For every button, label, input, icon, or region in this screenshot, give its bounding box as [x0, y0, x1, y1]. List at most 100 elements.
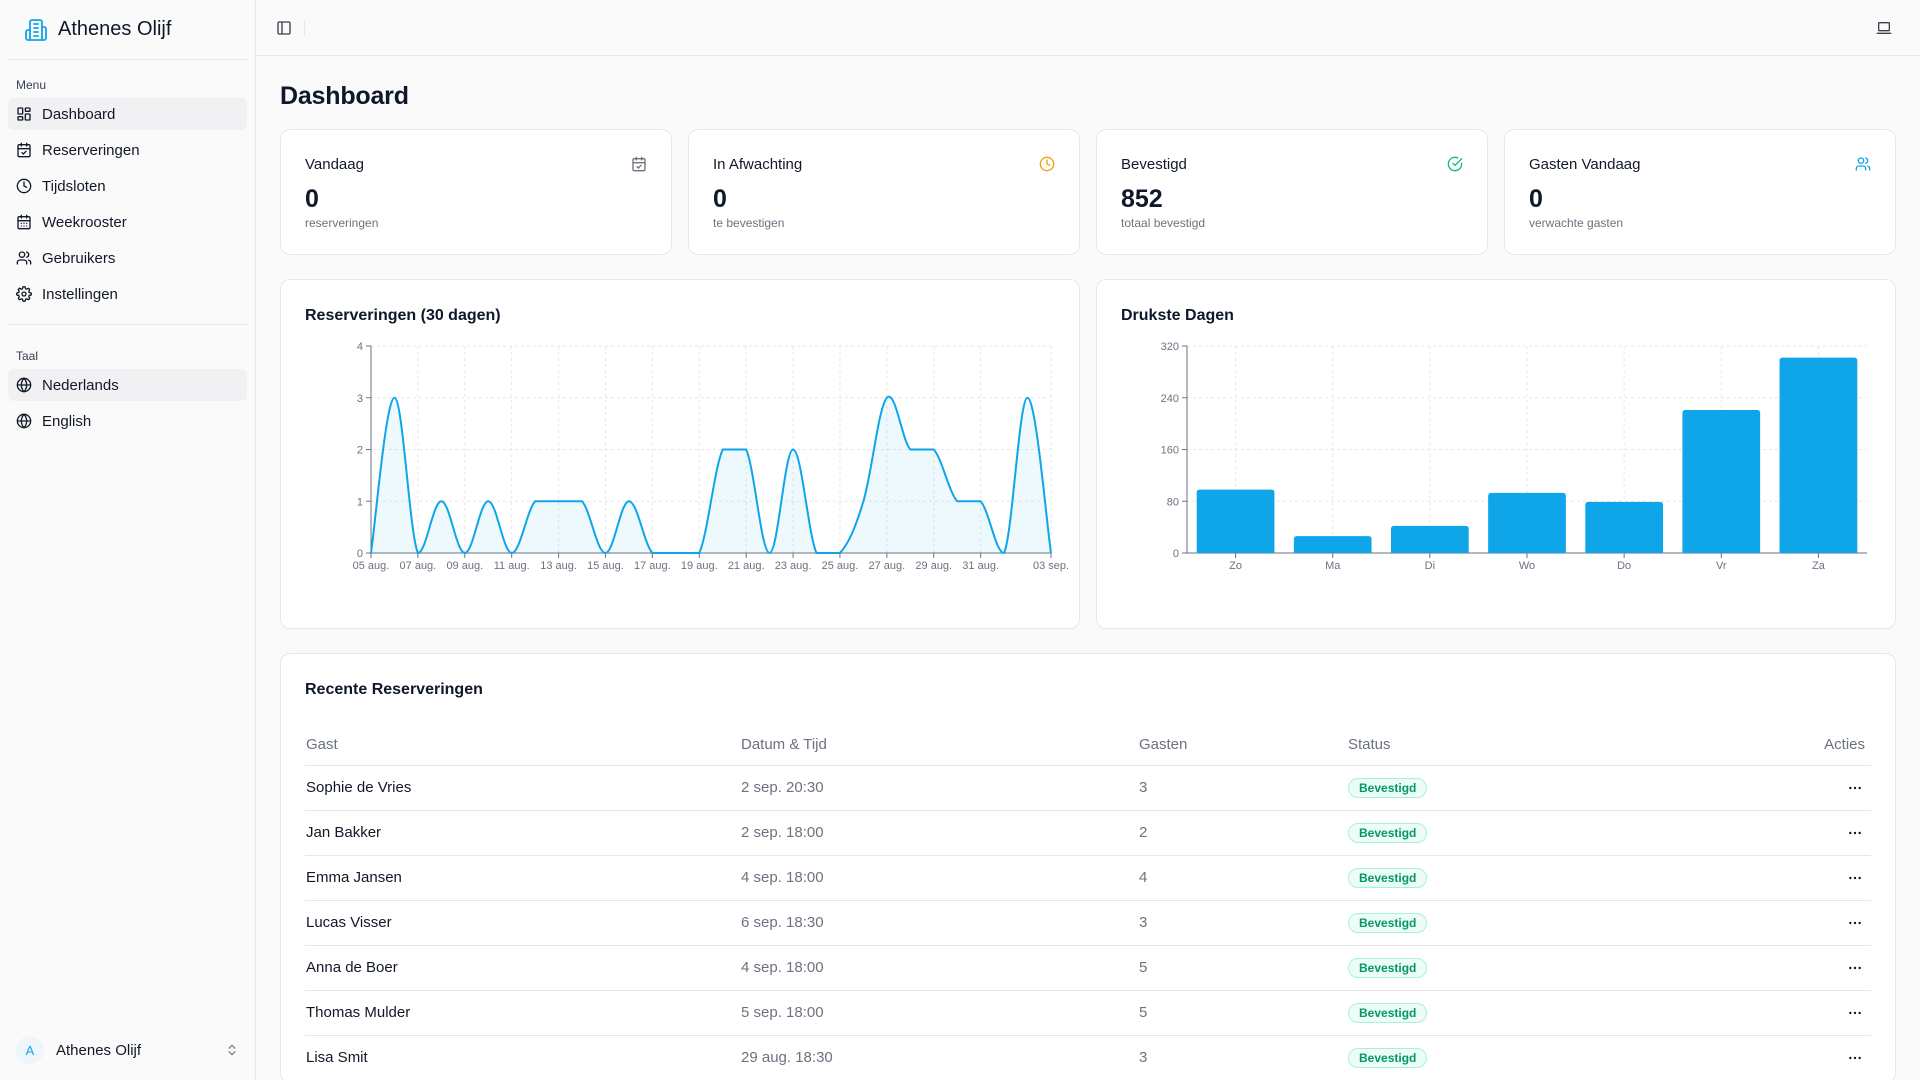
sidebar-item-dashboard[interactable]: Dashboard	[8, 98, 247, 130]
table-row[interactable]: Thomas Mulder 5 sep. 18:00 5 Bevestigd	[305, 990, 1871, 1036]
app-name: Athenes Olijf	[58, 18, 172, 40]
guest-name: Thomas Mulder	[305, 990, 740, 1036]
stats-row: Vandaag 0 reserveringen In Afwachting 0 …	[280, 129, 1896, 255]
check-circle-icon	[1447, 156, 1463, 172]
column-header-status: Status	[1347, 725, 1676, 766]
status-badge: Bevestigd	[1348, 1047, 1428, 1068]
status-cell: Bevestigd	[1347, 810, 1676, 856]
sidebar-divider	[8, 324, 247, 325]
bar	[1488, 492, 1566, 553]
busiest-days-chart-card: Drukste Dagen 0 80 160 240 320 Zo Ma Di Wo Do Vr Za	[1096, 279, 1896, 629]
x-tick-label: 19 aug.	[681, 560, 718, 572]
main-content: Dashboard Vandaag 0 reserveringen In Afw…	[256, 56, 1920, 1080]
bar	[1196, 489, 1275, 553]
busiest-days-bar-chart: 0 80 160 240 320 Zo Ma Di Wo Do Vr Za	[1161, 341, 1867, 572]
table-row[interactable]: Jan Bakker 2 sep. 18:00 2 Bevestigd	[305, 810, 1871, 856]
x-tick-label: Do	[1617, 560, 1631, 572]
y-tick-label: 80	[1167, 496, 1179, 508]
column-header-gasten: Gasten	[1138, 725, 1347, 766]
status-cell: Bevestigd	[1347, 990, 1676, 1036]
brand[interactable]: Athenes Olijf	[8, 0, 247, 60]
bar	[1293, 536, 1372, 553]
more-horizontal-icon[interactable]	[1847, 960, 1863, 976]
recent-reservations-card: Recente Reserveringen Gast Datum & Tijd …	[280, 653, 1896, 1080]
reservation-datetime: 5 sep. 18:00	[740, 990, 1138, 1036]
sidebar-item-tijdsloten[interactable]: Tijdsloten	[8, 170, 247, 202]
guest-name: Lisa Smit	[305, 1035, 740, 1080]
language-label: Taal	[16, 349, 39, 363]
stat-title: In Afwachting	[713, 156, 803, 173]
calendar-check-icon	[631, 156, 647, 172]
stat-title: Bevestigd	[1121, 156, 1187, 173]
x-tick-label: 05 aug.	[353, 560, 390, 572]
stat-value: 0	[713, 185, 727, 213]
reservation-datetime: 4 sep. 18:00	[740, 855, 1138, 901]
guest-count: 2	[1138, 810, 1347, 856]
stat-title: Gasten Vandaag	[1529, 156, 1641, 173]
x-tick-label: Ma	[1325, 560, 1341, 572]
sidebar-item-instellingen[interactable]: Instellingen	[8, 278, 247, 310]
stat-card-bevestigd: Bevestigd 852 totaal bevestigd	[1096, 129, 1488, 255]
sidebar: Athenes Olijf Menu Dashboard Reservering…	[0, 0, 256, 1080]
x-tick-label: 31 aug.	[962, 560, 999, 572]
y-tick-label: 4	[357, 341, 363, 353]
bar	[1585, 501, 1663, 553]
page-title: Dashboard	[280, 82, 409, 110]
sidebar-toggle-icon[interactable]	[276, 20, 292, 36]
x-tick-label: 27 aug.	[869, 560, 906, 572]
status-badge: Bevestigd	[1348, 912, 1428, 933]
sidebar-item-label: Gebruikers	[42, 249, 116, 267]
reservation-datetime: 6 sep. 18:30	[740, 900, 1138, 946]
guest-count: 5	[1138, 990, 1347, 1036]
sidebar-item-label: Reserveringen	[42, 141, 140, 159]
table-row[interactable]: Lisa Smit 29 aug. 18:30 3 Bevestigd	[305, 1035, 1871, 1080]
more-horizontal-icon[interactable]	[1847, 870, 1863, 886]
table-row[interactable]: Lucas Visser 6 sep. 18:30 3 Bevestigd	[305, 900, 1871, 946]
user-menu[interactable]: A Athenes Olijf	[8, 1030, 247, 1070]
x-tick-label: 23 aug.	[775, 560, 812, 572]
stat-subtitle: te bevestigen	[713, 216, 785, 230]
table-row[interactable]: Emma Jansen 4 sep. 18:00 4 Bevestigd	[305, 855, 1871, 901]
globe-icon	[16, 413, 32, 429]
sidebar-item-weekrooster[interactable]: Weekrooster	[8, 206, 247, 238]
more-horizontal-icon[interactable]	[1847, 1050, 1863, 1066]
sidebar-item-gebruikers[interactable]: Gebruikers	[8, 242, 247, 274]
guest-name: Jan Bakker	[305, 810, 740, 856]
x-tick-label: Zo	[1229, 560, 1242, 572]
table-row[interactable]: Sophie de Vries 2 sep. 20:30 3 Bevestigd	[305, 765, 1871, 811]
user-name: Athenes Olijf	[56, 1041, 142, 1059]
topbar-separator	[304, 19, 305, 36]
bar	[1682, 410, 1761, 553]
chart-title: Reserveringen (30 dagen)	[305, 307, 501, 324]
x-tick-label: Vr	[1716, 560, 1727, 572]
x-tick-label: 11 aug.	[494, 560, 530, 572]
more-horizontal-icon[interactable]	[1847, 915, 1863, 931]
reservations-area-chart: 0 1 2 3 4 05 aug. 07 aug. 09 aug. 11 aug. 13 aug.…	[353, 341, 1069, 572]
more-horizontal-icon[interactable]	[1847, 780, 1863, 796]
guest-count: 3	[1138, 765, 1347, 811]
x-tick-label: 17 aug.	[634, 560, 671, 572]
language-label-text: Nederlands	[42, 376, 119, 394]
language-item-english[interactable]: English	[8, 405, 247, 437]
sidebar-item-label: Weekrooster	[42, 213, 127, 231]
guest-name: Anna de Boer	[305, 945, 740, 991]
stat-value: 852	[1121, 185, 1163, 213]
sidebar-item-reserveringen[interactable]: Reserveringen	[8, 134, 247, 166]
actions-cell	[1675, 1035, 1871, 1080]
reservation-datetime: 4 sep. 18:00	[740, 945, 1138, 991]
stat-card-in-afwachting: In Afwachting 0 te bevestigen	[688, 129, 1080, 255]
reservations-chart-card: Reserveringen (30 dagen) 0 1 2 3 4 05 aug. 07 …	[280, 279, 1080, 629]
guest-count: 3	[1138, 900, 1347, 946]
laptop-icon[interactable]	[1876, 20, 1892, 36]
y-tick-label: 0	[1173, 548, 1179, 560]
more-horizontal-icon[interactable]	[1847, 1005, 1863, 1021]
status-cell: Bevestigd	[1347, 1035, 1676, 1080]
bar	[1391, 525, 1469, 553]
status-badge: Bevestigd	[1348, 957, 1428, 978]
more-horizontal-icon[interactable]	[1847, 825, 1863, 841]
column-header-datum: Datum & Tijd	[740, 725, 1138, 766]
guest-count: 5	[1138, 945, 1347, 991]
language-item-nederlands[interactable]: Nederlands	[8, 369, 247, 401]
stat-card-vandaag: Vandaag 0 reserveringen	[280, 129, 672, 255]
table-row[interactable]: Anna de Boer 4 sep. 18:00 5 Bevestigd	[305, 945, 1871, 991]
